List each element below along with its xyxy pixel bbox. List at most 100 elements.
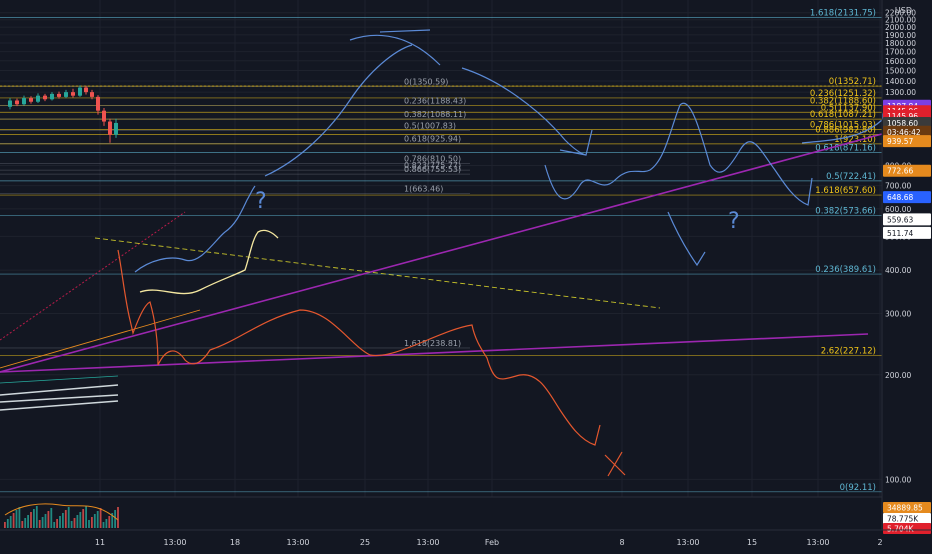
volume-bar (93, 514, 96, 528)
candle-body (102, 110, 106, 122)
red-dotted-trendline[interactable] (0, 211, 186, 341)
price-badges: 1187.841145.961145.961058.6003:46:42939.… (883, 99, 931, 534)
white-channel-line-1[interactable] (0, 384, 119, 396)
price-tick-label: 1600.00 (885, 57, 916, 66)
fib-level-label: 0.5(722.41) (826, 172, 876, 182)
fib-mid-label: 1.618(238.81) (404, 339, 461, 348)
volume-bar (67, 507, 70, 528)
purple-trendline-lower[interactable] (0, 333, 869, 373)
candle-body (15, 100, 19, 105)
volume-bar (18, 507, 21, 528)
fib-level-label: 2.62(227.12) (821, 347, 876, 357)
volume-badge-label: 5.704K (887, 525, 914, 534)
volume-bar (35, 506, 38, 528)
time-tick-label: Feb (485, 538, 499, 547)
price-tick-label: 2000.00 (885, 23, 916, 32)
blue-drawing-left[interactable] (134, 185, 256, 273)
time-tick-label: 8 (619, 538, 624, 547)
price-tick-label: 300.00 (885, 310, 911, 319)
fib-level-label: 1(923.10) (834, 135, 876, 145)
volume-bar (24, 518, 27, 528)
price-badge (883, 125, 931, 138)
olive-dashed-trendline[interactable] (94, 237, 661, 309)
volume-badge-label: 78.775K (887, 515, 919, 524)
fib-level-label: 0(92.11) (840, 483, 876, 493)
fib-levels: 1.618(2131.75)0(1352.71)0.236(1251.32)0.… (0, 8, 882, 493)
time-tick-label: 13:00 (416, 538, 439, 547)
volume-bar (4, 522, 6, 528)
price-badge-label: 559.63 (887, 215, 913, 224)
price-tick-label: 200.00 (885, 371, 911, 380)
blue-drawing-arrow-down[interactable] (461, 67, 593, 156)
blue-drawing-arrow-2[interactable] (667, 211, 706, 267)
volume-bar (102, 522, 105, 528)
volume-bar (85, 506, 87, 528)
price-badge (883, 135, 931, 148)
fib-mid-label: 0.823(775.77) (404, 161, 461, 170)
candles (8, 85, 118, 143)
volume-bar (59, 516, 61, 528)
yellow-drawing[interactable] (139, 229, 279, 295)
white-channel-line-3[interactable] (0, 400, 119, 411)
candle-body (64, 92, 68, 97)
volume-bar (96, 511, 99, 528)
candle-body (90, 92, 94, 97)
orange-drawing[interactable] (117, 249, 601, 446)
volume-badge (883, 502, 931, 513)
volume-bar (70, 521, 73, 528)
time-tick-label: 11 (95, 538, 105, 547)
volume-bar (41, 517, 44, 528)
volume-bar (30, 512, 32, 528)
candle-body (57, 93, 61, 97)
blue-drawing-top[interactable] (349, 29, 441, 66)
volume-bar (111, 513, 114, 528)
volume-bar (50, 508, 53, 528)
volume-bar (21, 521, 24, 528)
price-badge (883, 191, 931, 204)
volume-bar (44, 514, 47, 528)
volume-bar (82, 509, 85, 528)
time-tick-label: 13:00 (163, 538, 186, 547)
trendlines (0, 133, 883, 411)
volume-pane (0, 496, 882, 530)
price-tick-label: 600.00 (885, 205, 911, 214)
orange-trendline[interactable] (0, 309, 201, 369)
price-tick-label: 1400.00 (885, 77, 916, 86)
volume-bar (38, 520, 41, 528)
grid (0, 0, 882, 530)
fib-mid-label: 0(1350.59) (404, 77, 448, 86)
volume-bar (88, 520, 90, 528)
blue-drawing-up-2[interactable] (801, 104, 886, 144)
blue-drawing-wave[interactable] (544, 102, 813, 206)
teal-channel-line[interactable] (0, 375, 119, 384)
time-tick-label: 15 (747, 538, 757, 547)
fib-level-label: 0.236(1251.32) (810, 89, 876, 99)
volume-bar (64, 510, 67, 528)
price-badge (883, 213, 931, 226)
price-tick-label: 1800.00 (885, 39, 916, 48)
volume-badge (883, 523, 931, 534)
fib-level-label: 0(1352.71) (829, 77, 876, 87)
candle-body (78, 87, 82, 96)
candle-body (108, 121, 112, 135)
volume-bar (91, 517, 93, 528)
price-tick-label: 1900.00 (885, 31, 916, 40)
volume-bar (56, 519, 58, 528)
volume-bar (9, 516, 12, 528)
time-tick-label: 13:00 (676, 538, 699, 547)
candle-body (114, 122, 118, 135)
time-axis: 11 13:00 18 13:00 25 13:00 Feb 8 13:00 15 13:00 2 (0, 529, 932, 547)
volume-bar (108, 516, 111, 528)
volume-pane-bg (0, 497, 882, 530)
fib-level-label: 0.382(573.66) (815, 207, 876, 217)
purple-trendline-upper[interactable] (0, 133, 883, 373)
blue-drawing-up-1[interactable] (264, 44, 413, 177)
hand-drawings: ? ? (117, 29, 886, 477)
time-tick-label: 13:00 (806, 538, 829, 547)
orange-drawing-x[interactable] (604, 451, 626, 477)
white-channel-line-2[interactable] (0, 394, 119, 403)
candle-body (71, 92, 75, 96)
price-badge-label: 772.66 (887, 167, 913, 176)
